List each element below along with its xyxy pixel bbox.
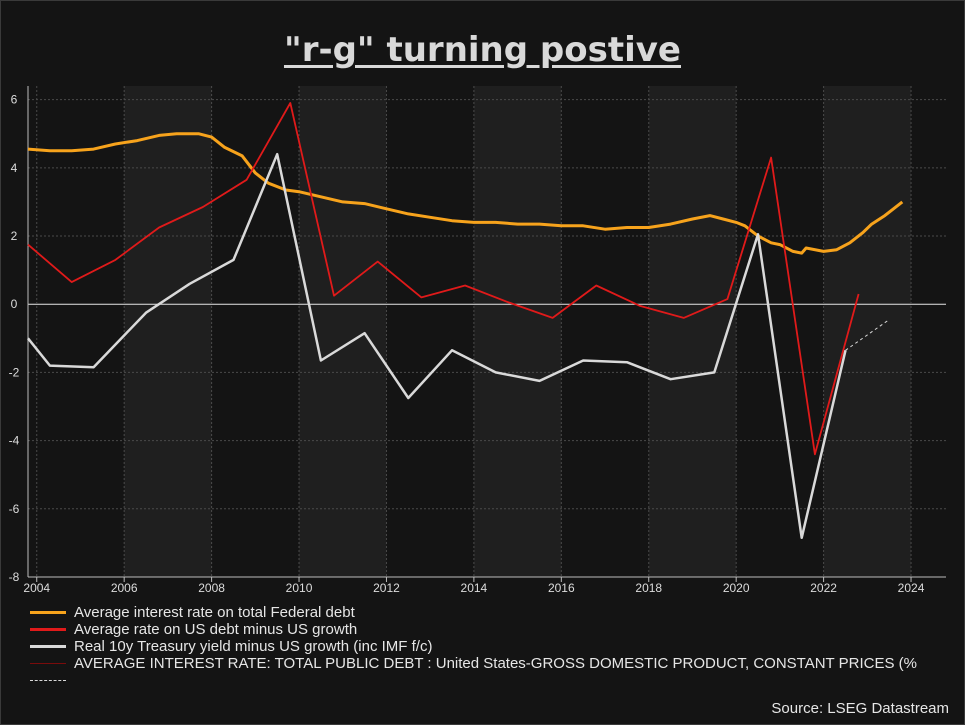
y-tick-label: -8 — [9, 570, 20, 584]
source-note: Source: LSEG Datastream — [771, 700, 949, 717]
y-tick-label: -6 — [9, 502, 20, 516]
legend-item: Real 10y Treasury yield minus US growth … — [30, 638, 965, 655]
series-line-1 — [27, 102, 860, 456]
series-line-2 — [27, 152, 847, 540]
plot-band — [823, 86, 912, 577]
legend-label: Average interest rate on total Federal d… — [74, 604, 355, 621]
x-tick-label: 2010 — [286, 581, 313, 595]
plot-band — [473, 86, 562, 577]
legend: Average interest rate on total Federal d… — [30, 604, 965, 689]
series-line-4 — [845, 319, 890, 351]
plot-band — [124, 86, 212, 577]
legend-swatch — [30, 645, 66, 648]
legend-swatch — [30, 628, 66, 631]
x-tick-label: 2024 — [898, 581, 925, 595]
legend-swatch — [30, 611, 66, 614]
legend-swatch — [30, 663, 66, 664]
x-tick-label: 2016 — [548, 581, 575, 595]
x-tick-label: 2008 — [198, 581, 225, 595]
x-tick-label: 2022 — [810, 581, 837, 595]
y-tick-label: 4 — [11, 161, 18, 175]
x-tick-label: 2006 — [111, 581, 138, 595]
y-tick-label: 0 — [11, 297, 18, 311]
legend-swatch — [30, 680, 66, 681]
chart-title: "r-g" turning postive — [283, 30, 681, 70]
legend-item — [30, 672, 965, 689]
plot-band — [299, 86, 387, 577]
plot-band — [648, 86, 737, 577]
y-tick-label: 6 — [11, 93, 18, 107]
legend-label: AVERAGE INTEREST RATE: TOTAL PUBLIC DEBT… — [74, 655, 917, 672]
y-tick-label: -4 — [9, 434, 20, 448]
x-tick-label: 2012 — [373, 581, 400, 595]
x-tick-label: 2020 — [723, 581, 750, 595]
y-tick-label: 2 — [11, 229, 18, 243]
series-lines — [27, 102, 904, 540]
legend-label: Average rate on US debt minus US growth — [74, 621, 358, 638]
plot-bands — [124, 86, 912, 577]
legend-item: Average rate on US debt minus US growth — [30, 621, 965, 638]
axes — [27, 86, 946, 582]
legend-item: AVERAGE INTEREST RATE: TOTAL PUBLIC DEBT… — [30, 655, 965, 672]
x-tick-label: 2004 — [23, 581, 50, 595]
x-tick-label: 2018 — [635, 581, 662, 595]
legend-item: Average interest rate on total Federal d… — [30, 604, 965, 621]
series-line-0 — [27, 132, 904, 255]
x-tick-label: 2014 — [461, 581, 488, 595]
y-tick-label: -2 — [9, 365, 20, 379]
legend-label: Real 10y Treasury yield minus US growth … — [74, 638, 433, 655]
